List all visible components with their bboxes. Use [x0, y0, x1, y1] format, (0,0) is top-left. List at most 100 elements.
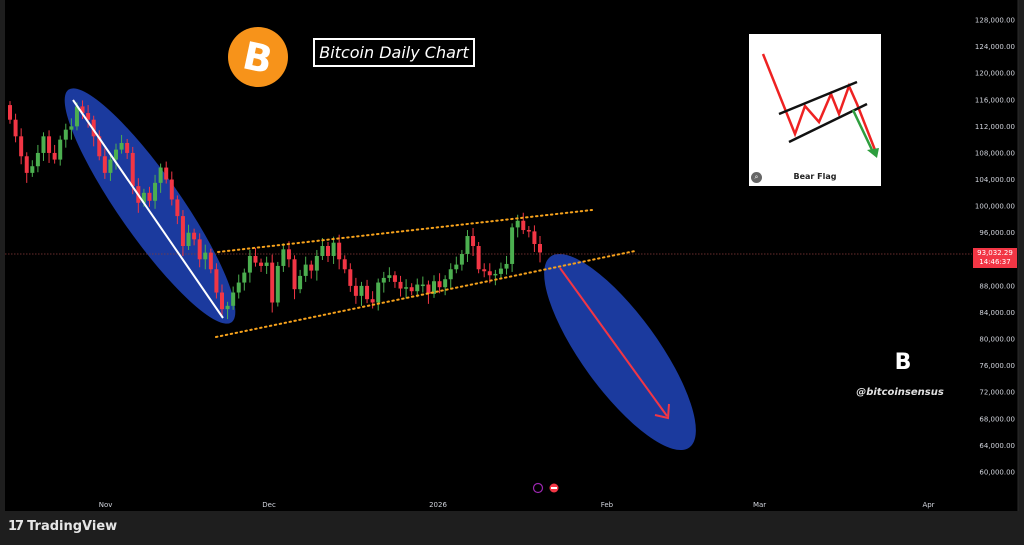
- candle-body: [236, 282, 241, 293]
- candle-body: [426, 284, 431, 294]
- candle-body: [370, 299, 375, 303]
- bitcoin-logo: B: [228, 27, 288, 87]
- candle-body: [482, 269, 487, 272]
- candle-body: [487, 271, 492, 276]
- candle-body: [214, 269, 219, 293]
- time-tick-label: Mar: [753, 501, 766, 509]
- tradingview-label: TradingView: [27, 519, 118, 534]
- lens-icon[interactable]: ⌕: [751, 172, 762, 183]
- price-tick-label: 88,000.00: [979, 282, 1015, 290]
- candle-up: [264, 256, 269, 274]
- candle-body: [86, 113, 91, 120]
- projection-arrow[interactable]: [559, 267, 670, 420]
- candle-up: [63, 123, 68, 148]
- candle-down: [52, 144, 57, 164]
- candle-body: [286, 249, 291, 260]
- candle-up: [510, 223, 515, 272]
- candle-up: [454, 256, 459, 274]
- current-price-tag: 93,032.29 14:46:37: [973, 248, 1017, 268]
- price-tick-label: 84,000.00: [979, 309, 1015, 317]
- candle-up: [203, 244, 208, 270]
- candle-up: [242, 268, 247, 291]
- price-tick-label: 104,000.00: [975, 176, 1015, 184]
- candle-body: [220, 292, 224, 310]
- candle-body: [443, 279, 448, 288]
- candle-body: [376, 282, 381, 303]
- candles: [8, 100, 542, 320]
- price-tick-label: 96,000.00: [979, 229, 1015, 237]
- candle-body: [532, 231, 537, 245]
- candle-body: [420, 284, 425, 287]
- candle-body: [398, 281, 403, 289]
- candle-body: [381, 277, 386, 283]
- candle-body: [114, 149, 118, 160]
- time-tick-label: Apr: [922, 501, 934, 509]
- price-tick-label: 72,000.00: [979, 389, 1015, 397]
- candle-body: [465, 236, 470, 254]
- candle-body: [510, 227, 515, 264]
- candle-up: [443, 275, 448, 296]
- candle-body: [203, 252, 208, 260]
- candle-down: [102, 148, 107, 179]
- candle-body: [52, 152, 57, 160]
- candle-down: [253, 247, 258, 267]
- drop-trendline[interactable]: [72, 99, 224, 319]
- candle-body: [275, 265, 280, 303]
- candle-down: [365, 279, 370, 304]
- candle-body: [298, 275, 303, 290]
- candle-up: [58, 135, 63, 166]
- price-tick-label: 112,000.00: [975, 123, 1015, 131]
- bear-flag-label: Bear Flag: [793, 172, 837, 181]
- candle-body: [365, 285, 370, 300]
- candle-down: [214, 263, 219, 299]
- candle-up: [314, 249, 319, 281]
- candle-body: [409, 287, 414, 292]
- candle-body: [264, 262, 269, 266]
- candle-body: [259, 262, 264, 266]
- candle-body: [208, 252, 213, 270]
- time-tick-label: Feb: [601, 501, 614, 509]
- footer-brand[interactable]: 17 TradingView: [8, 519, 117, 534]
- candle-down: [353, 277, 358, 304]
- candle-up: [465, 230, 470, 262]
- candle-body: [476, 245, 481, 270]
- price-axis[interactable]: 128,000.00 124,000.00 120,000.00 116,000.00…: [975, 17, 1015, 477]
- candle-down: [286, 241, 291, 268]
- candle-up: [498, 262, 503, 278]
- candle-up: [275, 261, 280, 307]
- event-icons[interactable]: [532, 482, 559, 494]
- channel-lower-line[interactable]: [215, 250, 636, 338]
- candle-up: [415, 278, 420, 298]
- candle-body: [175, 199, 180, 217]
- candle-down: [437, 273, 442, 294]
- candle-up: [359, 281, 364, 306]
- price-tick-label: 120,000.00: [975, 70, 1015, 78]
- candle-down: [392, 271, 397, 288]
- candle-body: [24, 156, 29, 173]
- candle-up: [504, 255, 509, 275]
- candle-body: [415, 284, 420, 292]
- candle-body: [197, 239, 202, 260]
- candle-down: [208, 248, 213, 274]
- candle-body: [404, 287, 409, 289]
- candle-body: [97, 136, 102, 157]
- candle-body: [192, 232, 197, 240]
- watermark-handle: @bitcoinsensus: [856, 387, 944, 398]
- tradingview-icon: 17: [8, 519, 24, 534]
- candle-body: [504, 263, 509, 269]
- candle-down: [482, 263, 487, 278]
- candle-body: [19, 136, 24, 157]
- candle-body: [515, 220, 520, 228]
- price-tick-label: 128,000.00: [975, 17, 1015, 25]
- candle-body: [164, 167, 169, 180]
- candle-body: [141, 192, 146, 203]
- candle-body: [281, 249, 286, 266]
- candle-body: [526, 230, 531, 232]
- candle-body: [392, 275, 397, 282]
- candle-body: [108, 159, 113, 173]
- candle-down: [164, 161, 169, 184]
- candle-up: [298, 269, 303, 294]
- time-axis[interactable]: Nov Dec 2026 Feb Mar Apr: [99, 501, 935, 509]
- candle-down: [147, 186, 152, 207]
- candle-body: [309, 264, 314, 271]
